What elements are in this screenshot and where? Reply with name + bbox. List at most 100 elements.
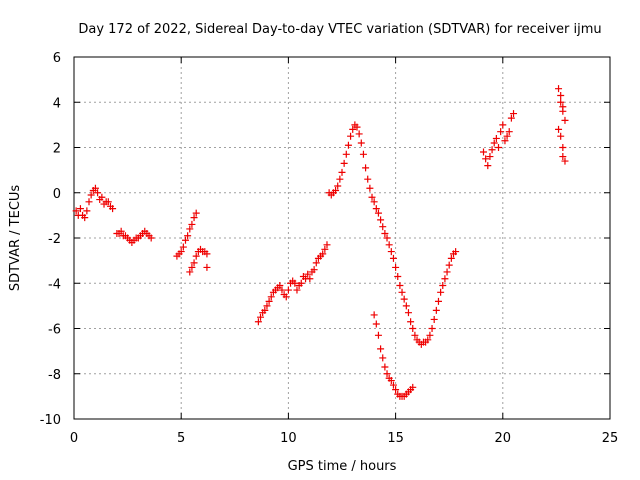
data-point — [381, 229, 389, 237]
data-point — [306, 275, 314, 283]
data-point — [332, 186, 340, 194]
data-point — [400, 295, 408, 303]
data-point — [368, 193, 376, 201]
data-point — [379, 354, 387, 362]
data-point — [312, 259, 320, 267]
data-point — [203, 263, 211, 271]
data-point — [147, 234, 155, 242]
data-point — [347, 132, 355, 140]
data-point — [402, 302, 410, 310]
data-point — [484, 162, 492, 170]
data-point — [323, 241, 331, 249]
data-point — [428, 325, 436, 332]
data-point — [392, 386, 400, 394]
data-point — [310, 266, 318, 274]
data-point — [490, 139, 498, 147]
data-point — [374, 331, 382, 339]
y-tick-label: -2 — [48, 232, 61, 247]
data-point — [439, 282, 447, 290]
data-point — [186, 268, 194, 276]
data-point — [282, 293, 290, 301]
data-point — [355, 130, 363, 138]
data-point — [267, 293, 275, 301]
data-point — [344, 141, 352, 149]
data-point — [192, 252, 200, 260]
data-point — [447, 254, 455, 262]
data-point — [372, 320, 380, 328]
data-point — [497, 128, 505, 136]
data-point — [555, 125, 563, 133]
data-point — [510, 110, 518, 118]
data-point — [76, 205, 84, 213]
data-point — [409, 325, 417, 332]
data-point — [186, 225, 194, 233]
data-point — [561, 116, 569, 124]
x-tick-label: 15 — [387, 431, 404, 446]
data-point — [426, 331, 434, 339]
x-tick-label: 20 — [495, 431, 512, 446]
data-point — [430, 315, 438, 323]
data-point — [398, 288, 406, 296]
data-point — [387, 248, 395, 256]
data-point — [362, 164, 370, 172]
data-point — [276, 282, 284, 290]
x-axis-label: GPS time / hours — [288, 459, 397, 474]
data-point — [370, 311, 378, 319]
data-point — [387, 377, 395, 385]
data-point — [377, 345, 385, 353]
data-point — [293, 286, 301, 294]
data-point — [98, 193, 106, 201]
data-point — [389, 381, 397, 389]
data-points — [72, 85, 569, 400]
data-point — [557, 98, 565, 106]
data-point — [501, 137, 509, 145]
data-point — [87, 191, 95, 199]
data-point — [437, 288, 445, 296]
data-point — [385, 241, 393, 249]
data-point — [443, 268, 451, 276]
data-point — [72, 207, 80, 215]
data-point — [81, 214, 89, 222]
data-point — [432, 306, 440, 314]
data-point — [404, 309, 412, 317]
data-point — [104, 198, 112, 206]
data-point — [486, 153, 494, 161]
y-tick-label: 6 — [53, 51, 61, 66]
data-point — [503, 132, 511, 140]
data-point — [507, 114, 515, 122]
data-point — [559, 153, 567, 161]
data-point — [254, 318, 262, 326]
data-point — [184, 232, 192, 240]
data-point — [482, 155, 490, 163]
data-point — [557, 132, 565, 140]
data-point — [265, 297, 273, 305]
x-tick-label: 25 — [602, 431, 619, 446]
data-point — [336, 175, 344, 183]
data-point — [203, 250, 211, 258]
y-tick-label: 0 — [53, 187, 61, 202]
y-tick-label: -8 — [48, 368, 61, 383]
data-point — [499, 121, 507, 129]
data-point — [342, 150, 350, 158]
x-tick-label: 0 — [70, 431, 78, 446]
y-axis-label: SDTVAR / TECUs — [8, 185, 23, 292]
data-point — [340, 159, 348, 167]
data-point — [181, 236, 189, 244]
x-tick-label: 5 — [177, 431, 185, 446]
data-point — [559, 107, 567, 115]
data-point — [91, 184, 99, 192]
data-point — [85, 198, 93, 206]
data-point — [364, 175, 372, 183]
data-point — [557, 91, 565, 99]
y-tick-label: 2 — [53, 142, 61, 157]
y-tick-label: -6 — [48, 323, 61, 338]
data-point — [441, 275, 449, 283]
data-point — [370, 198, 378, 206]
data-point — [561, 157, 569, 165]
data-point — [407, 318, 415, 326]
chart-title: Day 172 of 2022, Sidereal Day-to-day VTE… — [78, 22, 601, 37]
data-point — [188, 220, 196, 228]
data-point — [383, 234, 391, 242]
data-point — [278, 286, 286, 294]
